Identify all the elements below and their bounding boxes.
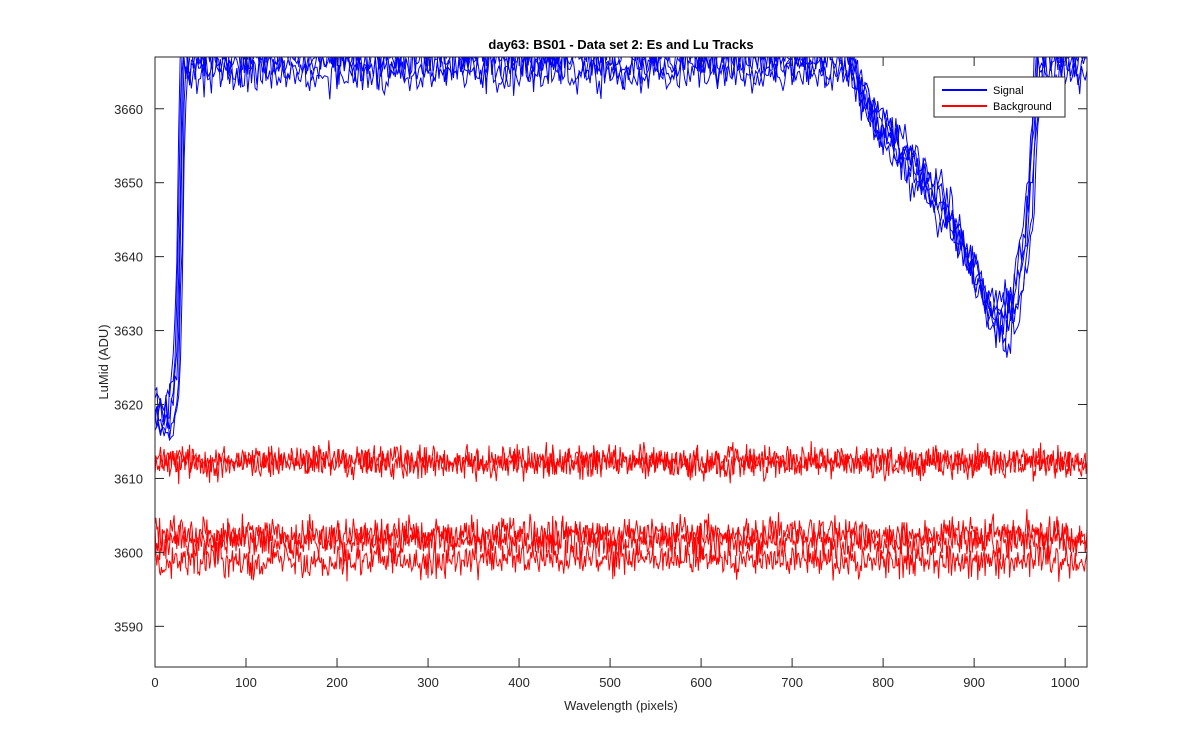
series-clip-group xyxy=(155,57,1087,582)
x-tick-label: 500 xyxy=(599,675,621,690)
y-tick-label: 3620 xyxy=(114,398,143,413)
x-tick-label: 300 xyxy=(417,675,439,690)
x-tick-label: 800 xyxy=(872,675,894,690)
x-tick-label: 600 xyxy=(690,675,712,690)
y-tick-label: 3610 xyxy=(114,471,143,486)
plot-area xyxy=(155,57,1087,667)
legend-signal-label: Signal xyxy=(993,85,1024,97)
x-tick-label: 200 xyxy=(326,675,348,690)
y-tick-label: 3590 xyxy=(114,619,143,634)
ticks-layer: 0 100 200 300 400 500 600 700 800 900 1000 3590 3600… xyxy=(114,57,1087,690)
y-axis-label: LuMid (ADU) xyxy=(96,324,111,399)
legend-background-label: Background xyxy=(993,101,1052,113)
y-tick-label: 3660 xyxy=(114,102,143,117)
y-tick-label: 3650 xyxy=(114,176,143,191)
series-layer xyxy=(155,57,1087,582)
y-tick-label: 3640 xyxy=(114,250,143,265)
x-tick-label: 1000 xyxy=(1051,675,1080,690)
y-tick-label: 3600 xyxy=(114,545,143,560)
legend-box xyxy=(933,76,1066,118)
legend: Signal Background xyxy=(933,76,1066,118)
x-tick-label: 900 xyxy=(963,675,985,690)
background-trace-5 xyxy=(155,537,1087,582)
x-tick-label: 400 xyxy=(508,675,530,690)
y-tick-label: 3630 xyxy=(114,324,143,339)
x-tick-label: 100 xyxy=(235,675,257,690)
background-trace-2 xyxy=(155,444,1087,485)
x-tick-label: 700 xyxy=(781,675,803,690)
signal-trace-6 xyxy=(155,57,1068,411)
signal-trace-1 xyxy=(155,57,1087,442)
x-axis-label: Wavelength (pixels) xyxy=(564,698,678,713)
plot-box xyxy=(154,56,1088,668)
chart-title: day63: BS01 - Data set 2: Es and Lu Trac… xyxy=(488,37,753,52)
signal-trace-2 xyxy=(155,57,1087,438)
x-tick-label: 0 xyxy=(151,675,158,690)
